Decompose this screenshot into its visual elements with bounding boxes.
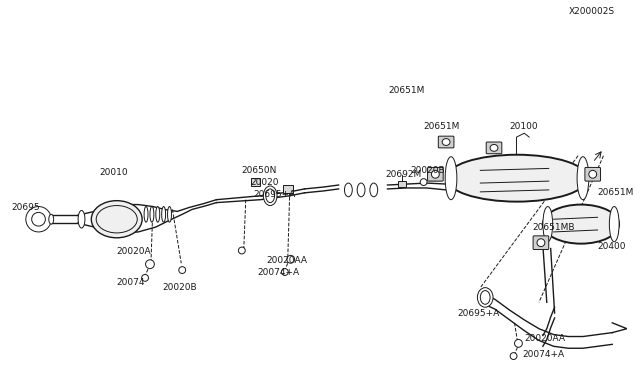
Text: 20020B: 20020B	[410, 166, 445, 175]
Ellipse shape	[442, 139, 450, 145]
Text: 20651M: 20651M	[598, 188, 634, 197]
Ellipse shape	[168, 206, 172, 222]
FancyBboxPatch shape	[585, 167, 600, 181]
Ellipse shape	[589, 170, 596, 178]
Ellipse shape	[282, 269, 288, 275]
Ellipse shape	[543, 205, 619, 244]
Ellipse shape	[420, 179, 427, 186]
Text: 20695: 20695	[11, 203, 40, 212]
Ellipse shape	[179, 267, 186, 273]
Text: 20020B: 20020B	[163, 283, 197, 292]
Bar	[283, 185, 292, 193]
Ellipse shape	[49, 214, 54, 224]
Text: 20692M: 20692M	[385, 170, 422, 179]
Ellipse shape	[370, 183, 378, 197]
Circle shape	[26, 206, 51, 232]
Text: 20074+A: 20074+A	[522, 350, 564, 359]
Ellipse shape	[92, 201, 142, 238]
Ellipse shape	[537, 239, 545, 247]
Text: 20650N: 20650N	[242, 166, 277, 175]
Text: 20400: 20400	[598, 242, 626, 251]
Text: 20020: 20020	[251, 177, 279, 187]
Ellipse shape	[609, 206, 619, 242]
Ellipse shape	[543, 206, 553, 242]
Ellipse shape	[577, 157, 589, 200]
Ellipse shape	[357, 183, 365, 197]
Ellipse shape	[266, 189, 275, 203]
Ellipse shape	[481, 291, 490, 304]
Ellipse shape	[239, 247, 245, 254]
Ellipse shape	[344, 183, 352, 197]
FancyBboxPatch shape	[428, 167, 443, 181]
FancyBboxPatch shape	[438, 136, 454, 148]
Ellipse shape	[144, 206, 148, 222]
Ellipse shape	[162, 206, 166, 222]
FancyBboxPatch shape	[533, 236, 548, 250]
Ellipse shape	[445, 157, 457, 200]
Bar	[398, 181, 406, 187]
Text: 20020A: 20020A	[116, 247, 151, 256]
Ellipse shape	[263, 186, 277, 206]
Text: 20074: 20074	[116, 278, 145, 287]
Ellipse shape	[78, 211, 85, 228]
Ellipse shape	[287, 256, 294, 263]
Ellipse shape	[431, 170, 439, 178]
Ellipse shape	[477, 288, 493, 307]
Ellipse shape	[515, 340, 522, 347]
Ellipse shape	[150, 206, 154, 222]
FancyBboxPatch shape	[486, 142, 502, 154]
Ellipse shape	[141, 275, 148, 281]
Text: 20695+A: 20695+A	[253, 190, 296, 199]
Circle shape	[32, 212, 45, 226]
Text: 20651M: 20651M	[424, 122, 460, 131]
Ellipse shape	[96, 206, 137, 233]
Ellipse shape	[510, 353, 517, 359]
Text: 20651MB: 20651MB	[532, 222, 575, 231]
Text: 20074+A: 20074+A	[257, 269, 300, 278]
Ellipse shape	[145, 260, 154, 269]
Text: 20020AA: 20020AA	[266, 256, 307, 265]
Bar	[251, 178, 260, 186]
Text: 20651M: 20651M	[389, 86, 425, 95]
Text: 20695+A: 20695+A	[458, 308, 500, 318]
Text: 20010: 20010	[99, 168, 128, 177]
Text: 20020AA: 20020AA	[524, 334, 565, 343]
Ellipse shape	[490, 144, 498, 151]
Text: X200002S: X200002S	[568, 7, 614, 16]
Ellipse shape	[156, 206, 160, 222]
Ellipse shape	[446, 155, 588, 202]
Text: 20100: 20100	[509, 122, 538, 131]
